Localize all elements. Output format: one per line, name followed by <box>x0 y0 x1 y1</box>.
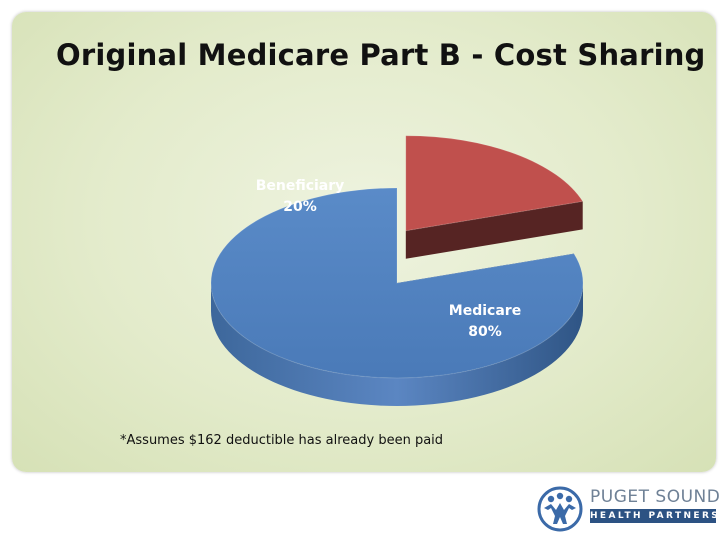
data-value-medicare: 80% <box>468 324 502 340</box>
data-label-beneficiary: Beneficiary <box>256 178 345 194</box>
slide-title: Original Medicare Part B - Cost Sharing <box>56 38 706 72</box>
pie-slice-medicare-side <box>211 283 583 406</box>
pie-slice-medicare <box>210 187 584 406</box>
people-figures-icon <box>537 486 583 532</box>
logo-line-2: HEALTH PARTNERS <box>590 509 721 523</box>
pie-slice-medicare-top <box>210 187 584 379</box>
pie-slice-beneficiary-top <box>405 135 584 232</box>
logo-line-1: PUGET SOUND <box>590 487 721 507</box>
pie-slice-beneficiary-wall <box>405 201 583 259</box>
puget-sound-logo: PUGET SOUND HEALTH PARTNERS <box>534 486 720 532</box>
pie-slice-beneficiary <box>405 135 584 259</box>
data-label-medicare: Medicare <box>449 303 521 319</box>
footnote: *Assumes $162 deductible has already bee… <box>120 433 444 448</box>
data-value-beneficiary: 20% <box>283 199 317 215</box>
